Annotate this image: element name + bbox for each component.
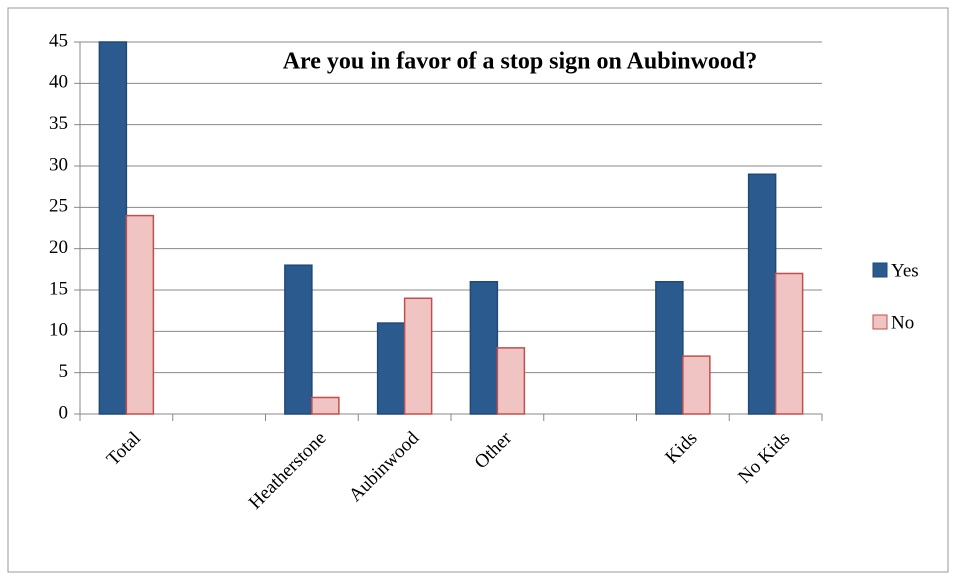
- legend-swatch: [872, 314, 888, 330]
- legend-swatch: [872, 262, 888, 278]
- legend-label: Yes: [891, 260, 919, 281]
- bar: [469, 280, 499, 415]
- y-tick-label: 0: [59, 402, 69, 423]
- bar: [496, 347, 526, 415]
- y-tick-label: 30: [49, 154, 68, 175]
- y-tick-label: 35: [49, 113, 68, 134]
- bar: [284, 264, 313, 415]
- bar: [774, 272, 804, 415]
- chart-title: Are you in favor of a stop sign on Aubin…: [283, 49, 758, 75]
- bar: [403, 297, 433, 415]
- y-tick-label: 5: [59, 361, 69, 382]
- y-tick-label: 25: [49, 196, 68, 217]
- bar: [655, 280, 684, 415]
- y-tick-label: 40: [49, 72, 68, 93]
- y-tick-label: 10: [49, 320, 68, 341]
- bar: [125, 214, 155, 415]
- legend-label: No: [891, 312, 914, 333]
- y-tick-label: 15: [49, 278, 68, 299]
- bar: [376, 322, 406, 415]
- bar: [311, 396, 340, 415]
- y-tick-label: 20: [49, 237, 68, 258]
- bar: [682, 355, 711, 415]
- bar: [747, 173, 777, 415]
- y-tick-label: 45: [49, 30, 68, 51]
- bar: [98, 41, 128, 415]
